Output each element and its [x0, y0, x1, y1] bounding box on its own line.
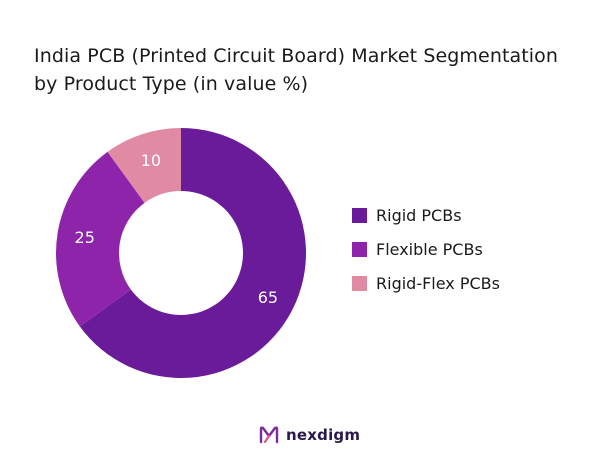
legend-label: Flexible PCBs [376, 239, 483, 259]
legend-label: Rigid-Flex PCBs [376, 273, 500, 293]
legend-item-rigid-pcbs: Rigid PCBs [352, 198, 500, 232]
legend-label: Rigid PCBs [376, 205, 462, 225]
donut-slice-rigid-pcbs [79, 128, 307, 379]
legend-item-flexible-pcbs: Flexible PCBs [352, 232, 500, 266]
title-line-1: India PCB (Printed Circuit Board) Market… [34, 45, 559, 67]
legend-swatch [352, 207, 367, 223]
brand-logo: nexdigm [258, 424, 360, 446]
chart-title: India PCB (Printed Circuit Board) Market… [34, 42, 594, 98]
donut-slice-flexible-pcbs [56, 151, 145, 327]
nexdigm-logo-icon [259, 426, 279, 444]
legend-swatch [352, 241, 367, 257]
legend: Rigid PCBs Flexible PCBs Rigid-Flex PCBs [352, 198, 500, 300]
brand-name: nexdigm [286, 426, 361, 444]
data-label: 10 [141, 151, 161, 170]
data-label: 25 [75, 228, 95, 247]
legend-swatch [352, 275, 367, 291]
legend-item-rigid-flex-pcbs: Rigid-Flex PCBs [352, 266, 500, 300]
donut-slice-rigid-flex-pcbs [107, 128, 181, 203]
data-label: 65 [258, 288, 278, 307]
title-line-2: by Product Type (in value %) [34, 73, 309, 95]
